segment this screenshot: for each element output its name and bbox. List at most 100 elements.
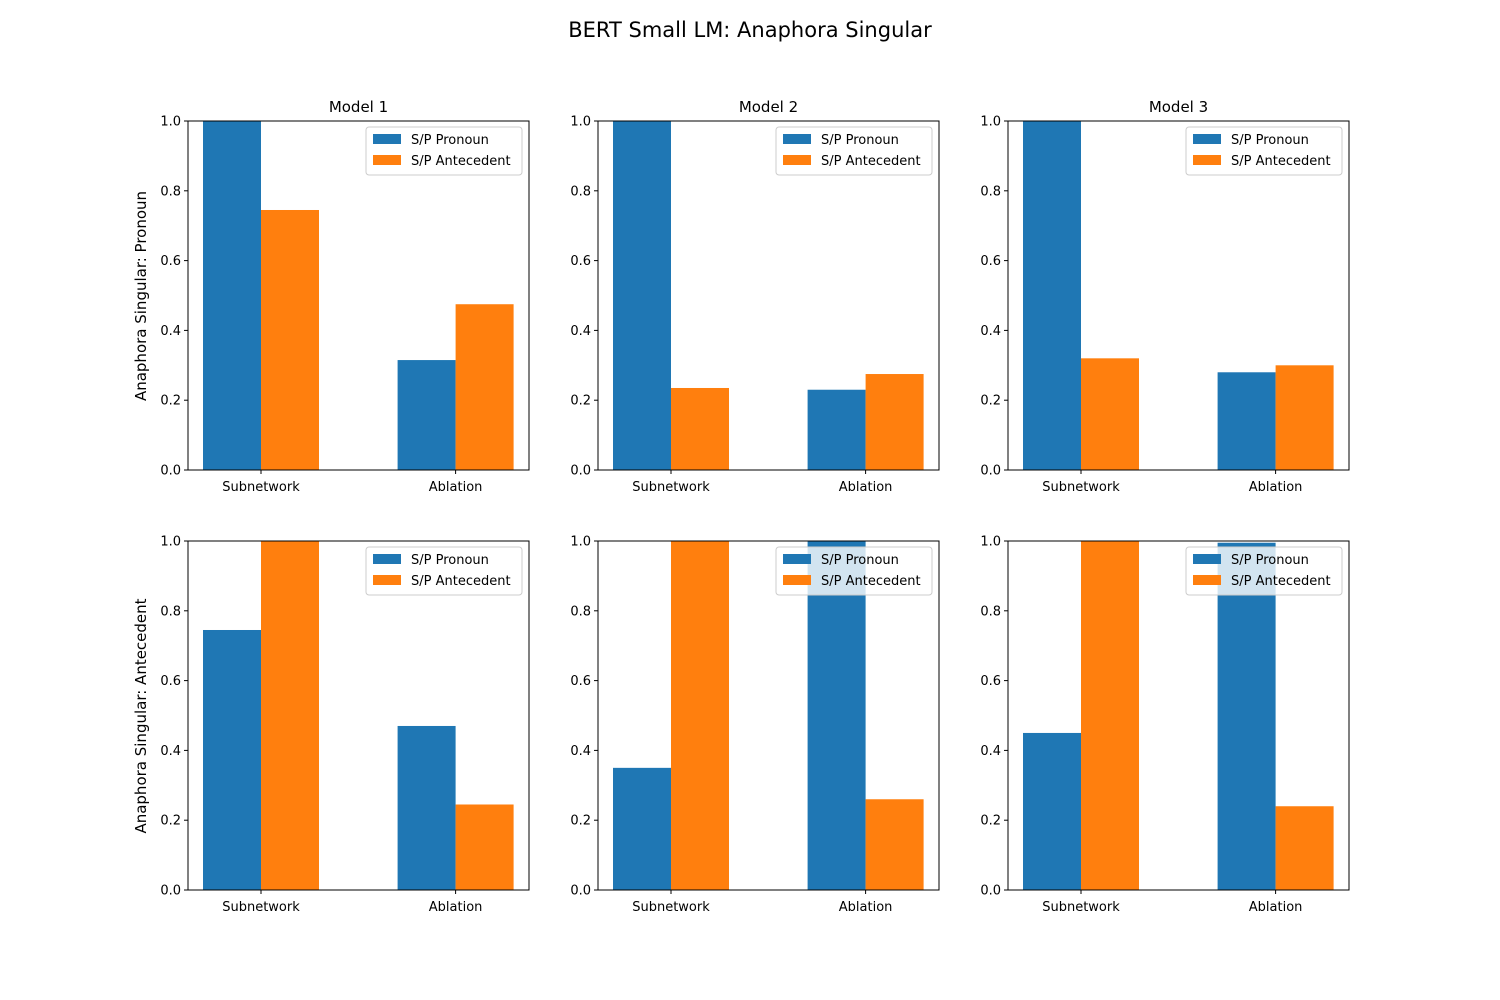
- y-tick-label: 0.6: [160, 674, 181, 689]
- legend-swatch-s-p-pronoun: [373, 134, 401, 144]
- bar-s-p-antecedent-ablation: [1275, 806, 1334, 890]
- x-tick-label-subnetwork: Subnetwork: [222, 900, 300, 915]
- legend-swatch-s-p-antecedent: [373, 575, 401, 585]
- legend-box: [1185, 546, 1343, 596]
- y-tick-label: 0.0: [570, 884, 591, 899]
- y-tick-label: 1.0: [570, 115, 591, 130]
- y-tick-label: 0.8: [160, 184, 181, 199]
- legend-label-s-p-antecedent: S/P Antecedent: [411, 154, 511, 169]
- bar-s-p-antecedent-ablation: [865, 374, 924, 470]
- bar-s-p-pronoun-ablation: [807, 389, 866, 470]
- bar-s-p-pronoun-subnetwork: [203, 629, 261, 890]
- y-tick-label: 0.2: [570, 394, 591, 409]
- bar-s-p-pronoun-subnetwork: [613, 121, 671, 470]
- col-title-model-1: Model 1: [329, 98, 388, 116]
- legend: S/P Pronoun S/P Antecedent: [775, 546, 933, 596]
- x-tick-label-ablation: Ablation: [429, 480, 483, 495]
- y-tick-label: 0.0: [570, 464, 591, 479]
- legend-swatch-s-p-pronoun: [1193, 134, 1221, 144]
- y-tick-label: 0.2: [980, 814, 1001, 829]
- y-tick-label: 0.2: [160, 814, 181, 829]
- subplot-r1-c2: 0.0 0.2 0.4 0.6 0.8 1.0 Subnetwork Ablation S/P …: [570, 115, 940, 495]
- legend-label-s-p-pronoun: S/P Pronoun: [821, 553, 899, 568]
- y-tick-label: 0.4: [160, 744, 181, 759]
- axes-frame: [597, 120, 940, 471]
- legend: S/P Pronoun S/P Antecedent: [1185, 126, 1343, 176]
- legend: S/P Pronoun S/P Antecedent: [1185, 546, 1343, 596]
- col-title-model-3: Model 3: [1149, 98, 1208, 116]
- bar-s-p-pronoun-ablation: [1217, 372, 1276, 470]
- legend: S/P Pronoun S/P Antecedent: [365, 546, 523, 596]
- bar-group: [1023, 541, 1334, 890]
- subplot-r1-c1: 0.0 0.2 0.4 0.6 0.8 1.0 Subnetwork Ablation S/P …: [160, 115, 530, 495]
- legend-label-s-p-pronoun: S/P Pronoun: [411, 553, 489, 568]
- legend-swatch-s-p-pronoun: [783, 554, 811, 564]
- y-tick-label: 1.0: [980, 535, 1001, 550]
- legend-label-s-p-antecedent: S/P Antecedent: [821, 154, 921, 169]
- bar-s-p-antecedent-subnetwork: [671, 541, 729, 890]
- legend: S/P Pronoun S/P Antecedent: [365, 126, 523, 176]
- y-tick-label: 0.6: [980, 254, 1001, 269]
- y-tick-label: 1.0: [570, 535, 591, 550]
- subplot-r1-c3: 0.0 0.2 0.4 0.6 0.8 1.0 Subnetwork Ablation S/P …: [980, 115, 1350, 495]
- chart-title: BERT Small LM: Anaphora Singular: [568, 18, 932, 42]
- y-tick-label: 0.2: [980, 394, 1001, 409]
- legend-label-s-p-antecedent: S/P Antecedent: [1231, 574, 1331, 589]
- bar-s-p-antecedent-subnetwork: [1081, 358, 1139, 470]
- y-tick-label: 0.2: [160, 394, 181, 409]
- y-tick-label: 0.8: [980, 184, 1001, 199]
- legend-label-s-p-pronoun: S/P Pronoun: [1231, 553, 1309, 568]
- x-tick-label-subnetwork: Subnetwork: [632, 900, 710, 915]
- y-tick-label: 0.8: [980, 604, 1001, 619]
- legend-label-s-p-antecedent: S/P Antecedent: [1231, 154, 1331, 169]
- x-tick-label-ablation: Ablation: [1249, 900, 1303, 915]
- y-tick-label: 0.8: [570, 604, 591, 619]
- subplot-grid: 0.0 0.2 0.4 0.6 0.8 1.0 Subnetwork Ablation S/P …: [160, 115, 1350, 915]
- x-tick-label-subnetwork: Subnetwork: [1042, 900, 1120, 915]
- y-tick-label: 0.2: [570, 814, 591, 829]
- y-tick-label: 0.0: [980, 884, 1001, 899]
- axes-frame: [187, 120, 530, 471]
- legend-box: [1185, 126, 1343, 176]
- legend-label-s-p-pronoun: S/P Pronoun: [411, 133, 489, 148]
- subplot-r2-c1: 0.0 0.2 0.4 0.6 0.8 1.0 Subnetwork Ablation S/P …: [160, 535, 530, 915]
- axes-frame: [597, 540, 940, 891]
- legend-box: [365, 546, 523, 596]
- bar-s-p-pronoun-ablation: [397, 360, 456, 470]
- x-tick-label-subnetwork: Subnetwork: [222, 480, 300, 495]
- y-tick-label: 1.0: [980, 115, 1001, 130]
- subplot-r2-c2: 0.0 0.2 0.4 0.6 0.8 1.0 Subnetwork Ablation S/P …: [570, 535, 940, 915]
- bar-group: [613, 541, 924, 890]
- x-tick-label-ablation: Ablation: [1249, 480, 1303, 495]
- y-tick-label: 0.6: [570, 254, 591, 269]
- bar-s-p-pronoun-subnetwork: [1023, 732, 1081, 890]
- y-tick-label: 0.4: [160, 324, 181, 339]
- y-tick-label: 0.6: [160, 254, 181, 269]
- bar-group: [613, 121, 924, 470]
- x-tick-label-subnetwork: Subnetwork: [1042, 480, 1120, 495]
- legend-label-s-p-antecedent: S/P Antecedent: [821, 574, 921, 589]
- x-tick-label-ablation: Ablation: [839, 900, 893, 915]
- legend-swatch-s-p-antecedent: [1193, 575, 1221, 585]
- y-tick-label: 0.6: [570, 674, 591, 689]
- bar-s-p-antecedent-ablation: [1275, 365, 1334, 470]
- legend-swatch-s-p-antecedent: [1193, 155, 1221, 165]
- axes-frame: [1007, 120, 1350, 471]
- y-tick-label: 0.4: [980, 324, 1001, 339]
- legend-swatch-s-p-antecedent: [783, 575, 811, 585]
- y-tick-label: 1.0: [160, 115, 181, 130]
- legend-swatch-s-p-pronoun: [373, 554, 401, 564]
- row-label-antecedent: Anaphora Singular: Antecedent: [132, 598, 150, 833]
- legend-swatch-s-p-pronoun: [783, 134, 811, 144]
- y-tick-label: 0.8: [160, 604, 181, 619]
- y-tick-label: 0.4: [980, 744, 1001, 759]
- bar-s-p-antecedent-subnetwork: [261, 209, 319, 470]
- y-tick-label: 0.4: [570, 744, 591, 759]
- legend-box: [775, 546, 933, 596]
- legend-label-s-p-pronoun: S/P Pronoun: [821, 133, 899, 148]
- legend-swatch-s-p-antecedent: [373, 155, 401, 165]
- bar-s-p-antecedent-subnetwork: [1081, 541, 1139, 890]
- col-title-model-2: Model 2: [739, 98, 798, 116]
- legend: S/P Pronoun S/P Antecedent: [775, 126, 933, 176]
- bar-group: [1023, 121, 1334, 470]
